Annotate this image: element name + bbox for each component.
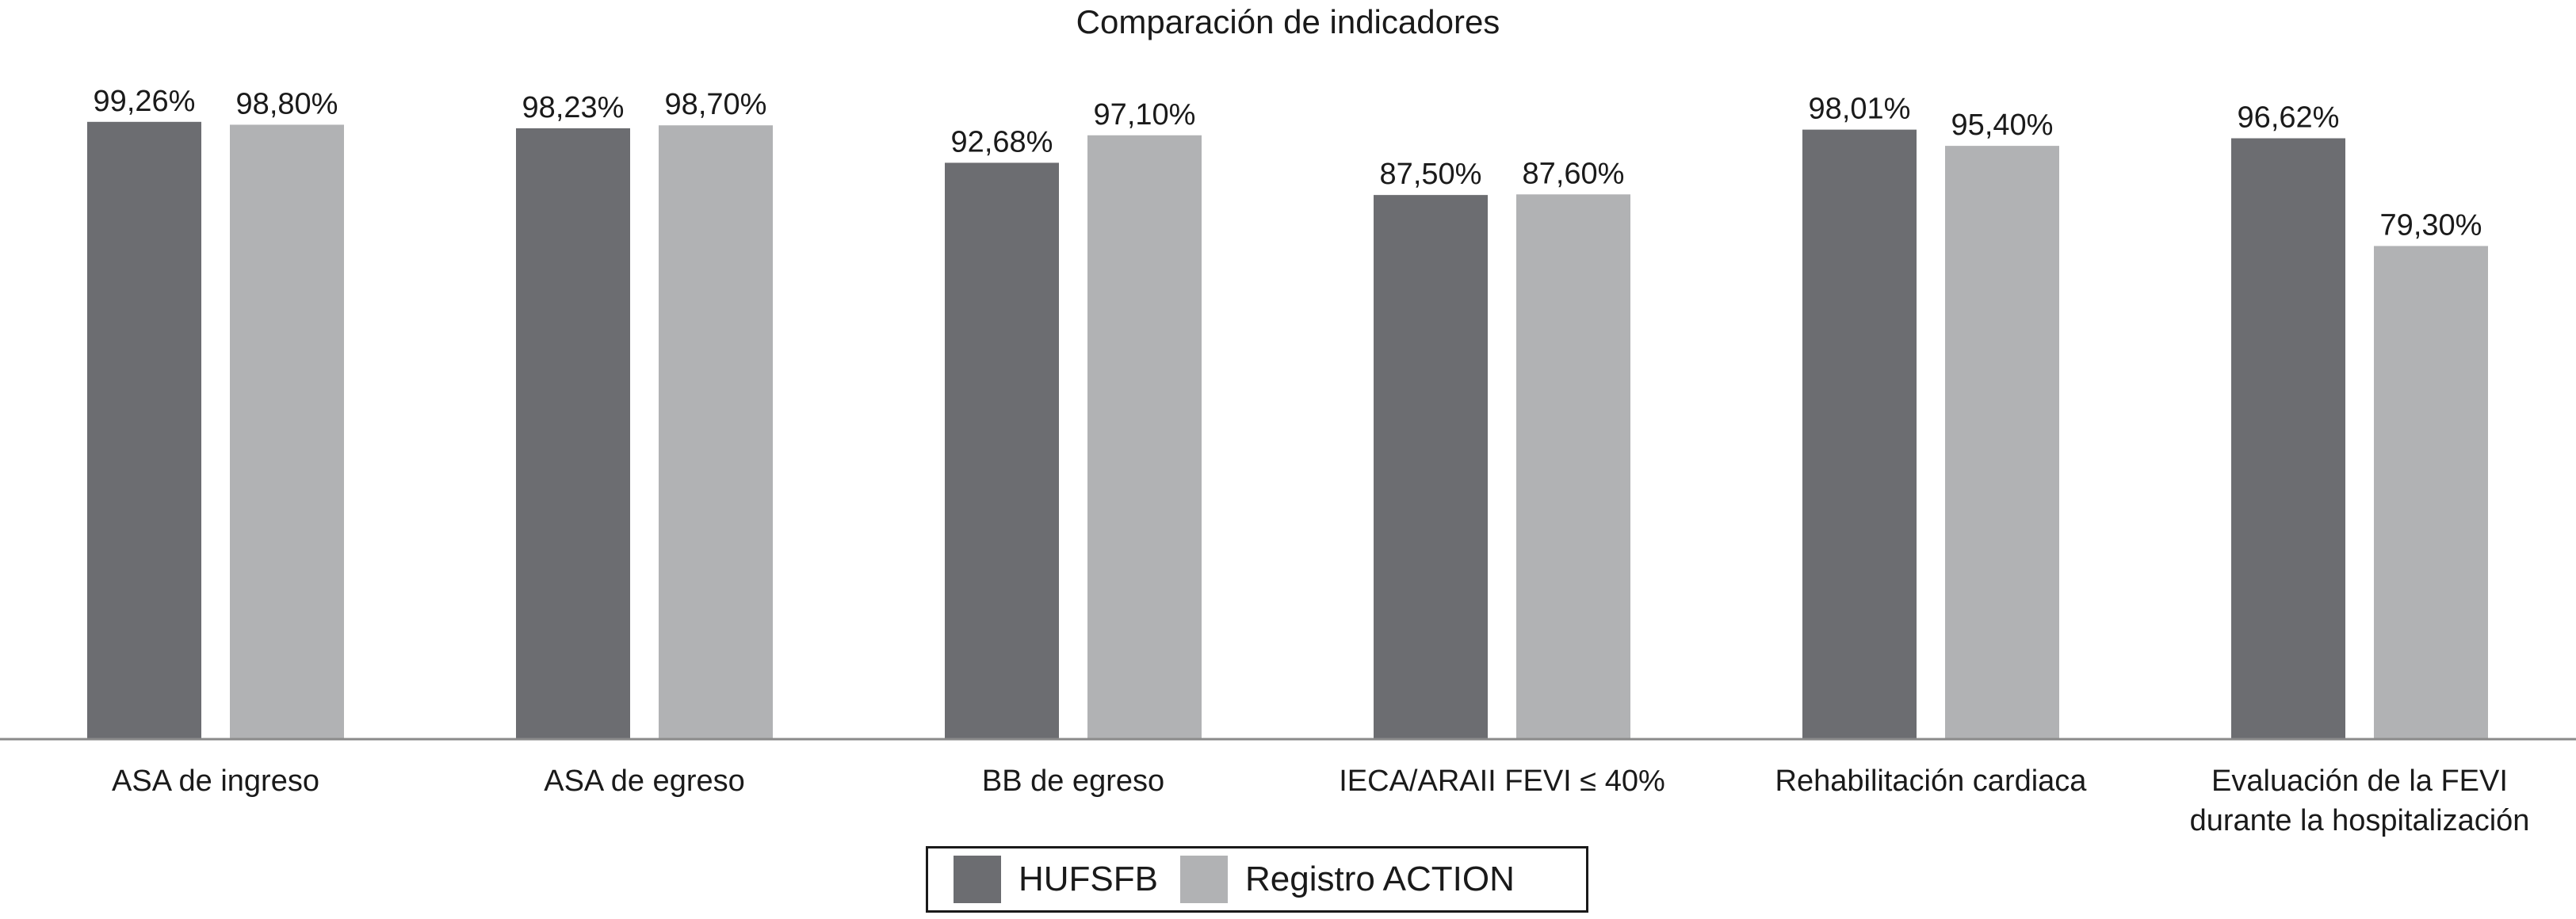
category-label-line: IECA/ARAII FEVI ≤ 40% xyxy=(1339,765,1665,798)
data-label-registro-action-3: 97,10% xyxy=(1094,98,1196,132)
data-label-registro-action-1: 98,80% xyxy=(236,87,338,120)
category-label-line: ASA de egreso xyxy=(544,765,745,798)
legend-item-hufsfb: HUFSFB xyxy=(954,856,1158,903)
bar-registro-action-3 xyxy=(1087,135,1202,739)
labels-layer: 99,26% 98,80% ASA de ingreso 98,23% 98,70% AS… xyxy=(94,85,2530,837)
bar-registro-action-4 xyxy=(1516,194,1630,740)
category-label-4: IECA/ARAII FEVI ≤ 40% xyxy=(1339,765,1665,798)
legend-swatch-registro-action xyxy=(1180,856,1228,903)
bar-registro-action-1 xyxy=(230,124,344,740)
chart-title: Comparación de indicadores xyxy=(1076,3,1500,40)
bar-hufsfb-1 xyxy=(87,121,201,739)
category-label-5: Rehabilitación cardiaca xyxy=(1775,765,2088,798)
category-label-line: Rehabilitación cardiaca xyxy=(1775,765,2088,798)
data-label-registro-action-2: 98,70% xyxy=(665,88,767,121)
legend-swatch-hufsfb xyxy=(954,856,1001,903)
bar-hufsfb-2 xyxy=(516,128,630,739)
legend-label-hufsfb: HUFSFB xyxy=(1019,860,1158,898)
data-label-registro-action-4: 87,60% xyxy=(1523,157,1625,190)
category-label-2: ASA de egreso xyxy=(544,765,745,798)
category-label-line: ASA de ingreso xyxy=(112,765,319,798)
category-label-6: Evaluación de la FEVI durante la hospital… xyxy=(2190,765,2530,837)
legend: HUFSFB Registro ACTION xyxy=(926,846,1588,913)
bar-registro-action-2 xyxy=(659,125,773,739)
legend-label-registro-action: Registro ACTION xyxy=(1245,860,1515,898)
bar-hufsfb-6 xyxy=(2231,138,2345,739)
bar-hufsfb-4 xyxy=(1374,195,1488,739)
data-label-hufsfb-4: 87,50% xyxy=(1380,158,1482,191)
data-label-hufsfb-3: 92,68% xyxy=(951,125,1053,158)
category-label-3: BB de egreso xyxy=(982,765,1164,798)
bar-hufsfb-5 xyxy=(1802,129,1917,739)
bars-layer xyxy=(87,121,2488,740)
category-label-line: durante la hospitalización xyxy=(2190,804,2530,837)
category-label-line: BB de egreso xyxy=(982,765,1164,798)
bar-registro-action-5 xyxy=(1945,146,2059,740)
category-label-line: Evaluación de la FEVI xyxy=(2211,765,2508,798)
legend-item-registro-action: Registro ACTION xyxy=(1180,856,1515,903)
category-label-1: ASA de ingreso xyxy=(112,765,319,798)
data-label-hufsfb-1: 99,26% xyxy=(94,85,196,118)
data-label-registro-action-6: 79,30% xyxy=(2380,208,2482,242)
bar-registro-action-6 xyxy=(2374,246,2488,739)
data-label-registro-action-5: 95,40% xyxy=(1951,109,2054,142)
bar-hufsfb-3 xyxy=(945,162,1059,739)
data-label-hufsfb-5: 98,01% xyxy=(1809,93,1911,126)
data-label-hufsfb-6: 96,62% xyxy=(2238,101,2340,135)
data-label-hufsfb-2: 98,23% xyxy=(522,91,625,124)
